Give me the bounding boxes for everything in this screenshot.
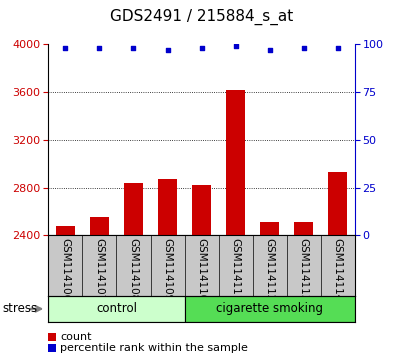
- Bar: [260, 222, 279, 235]
- Text: cigarette smoking: cigarette smoking: [216, 302, 323, 315]
- Text: count: count: [60, 332, 92, 342]
- Bar: [48, 296, 184, 322]
- Bar: [56, 226, 75, 235]
- Text: GSM114108: GSM114108: [129, 239, 139, 302]
- Text: GSM114109: GSM114109: [163, 239, 173, 302]
- Text: GSM114114: GSM114114: [333, 239, 343, 302]
- Bar: [184, 296, 355, 322]
- Bar: [226, 90, 245, 235]
- Point: [130, 45, 137, 51]
- Point: [334, 45, 341, 51]
- Bar: [158, 179, 177, 235]
- Point: [232, 43, 239, 49]
- Text: control: control: [96, 302, 137, 315]
- Point: [164, 47, 171, 53]
- Point: [62, 45, 69, 51]
- Bar: [124, 183, 143, 235]
- Text: GSM114107: GSM114107: [94, 239, 105, 302]
- Text: percentile rank within the sample: percentile rank within the sample: [60, 343, 248, 353]
- Bar: [294, 222, 313, 235]
- Bar: [192, 185, 211, 235]
- Point: [96, 45, 103, 51]
- Text: GSM114112: GSM114112: [265, 239, 275, 302]
- Text: GSM114113: GSM114113: [299, 239, 309, 302]
- Text: GSM114110: GSM114110: [197, 239, 207, 302]
- Bar: [90, 217, 109, 235]
- Point: [300, 45, 307, 51]
- Text: stress: stress: [2, 302, 37, 315]
- Text: GDS2491 / 215884_s_at: GDS2491 / 215884_s_at: [110, 9, 293, 25]
- Text: GSM114106: GSM114106: [60, 239, 70, 302]
- Text: GSM114111: GSM114111: [231, 239, 241, 302]
- Point: [198, 45, 205, 51]
- Point: [266, 47, 273, 53]
- Bar: [328, 172, 347, 235]
